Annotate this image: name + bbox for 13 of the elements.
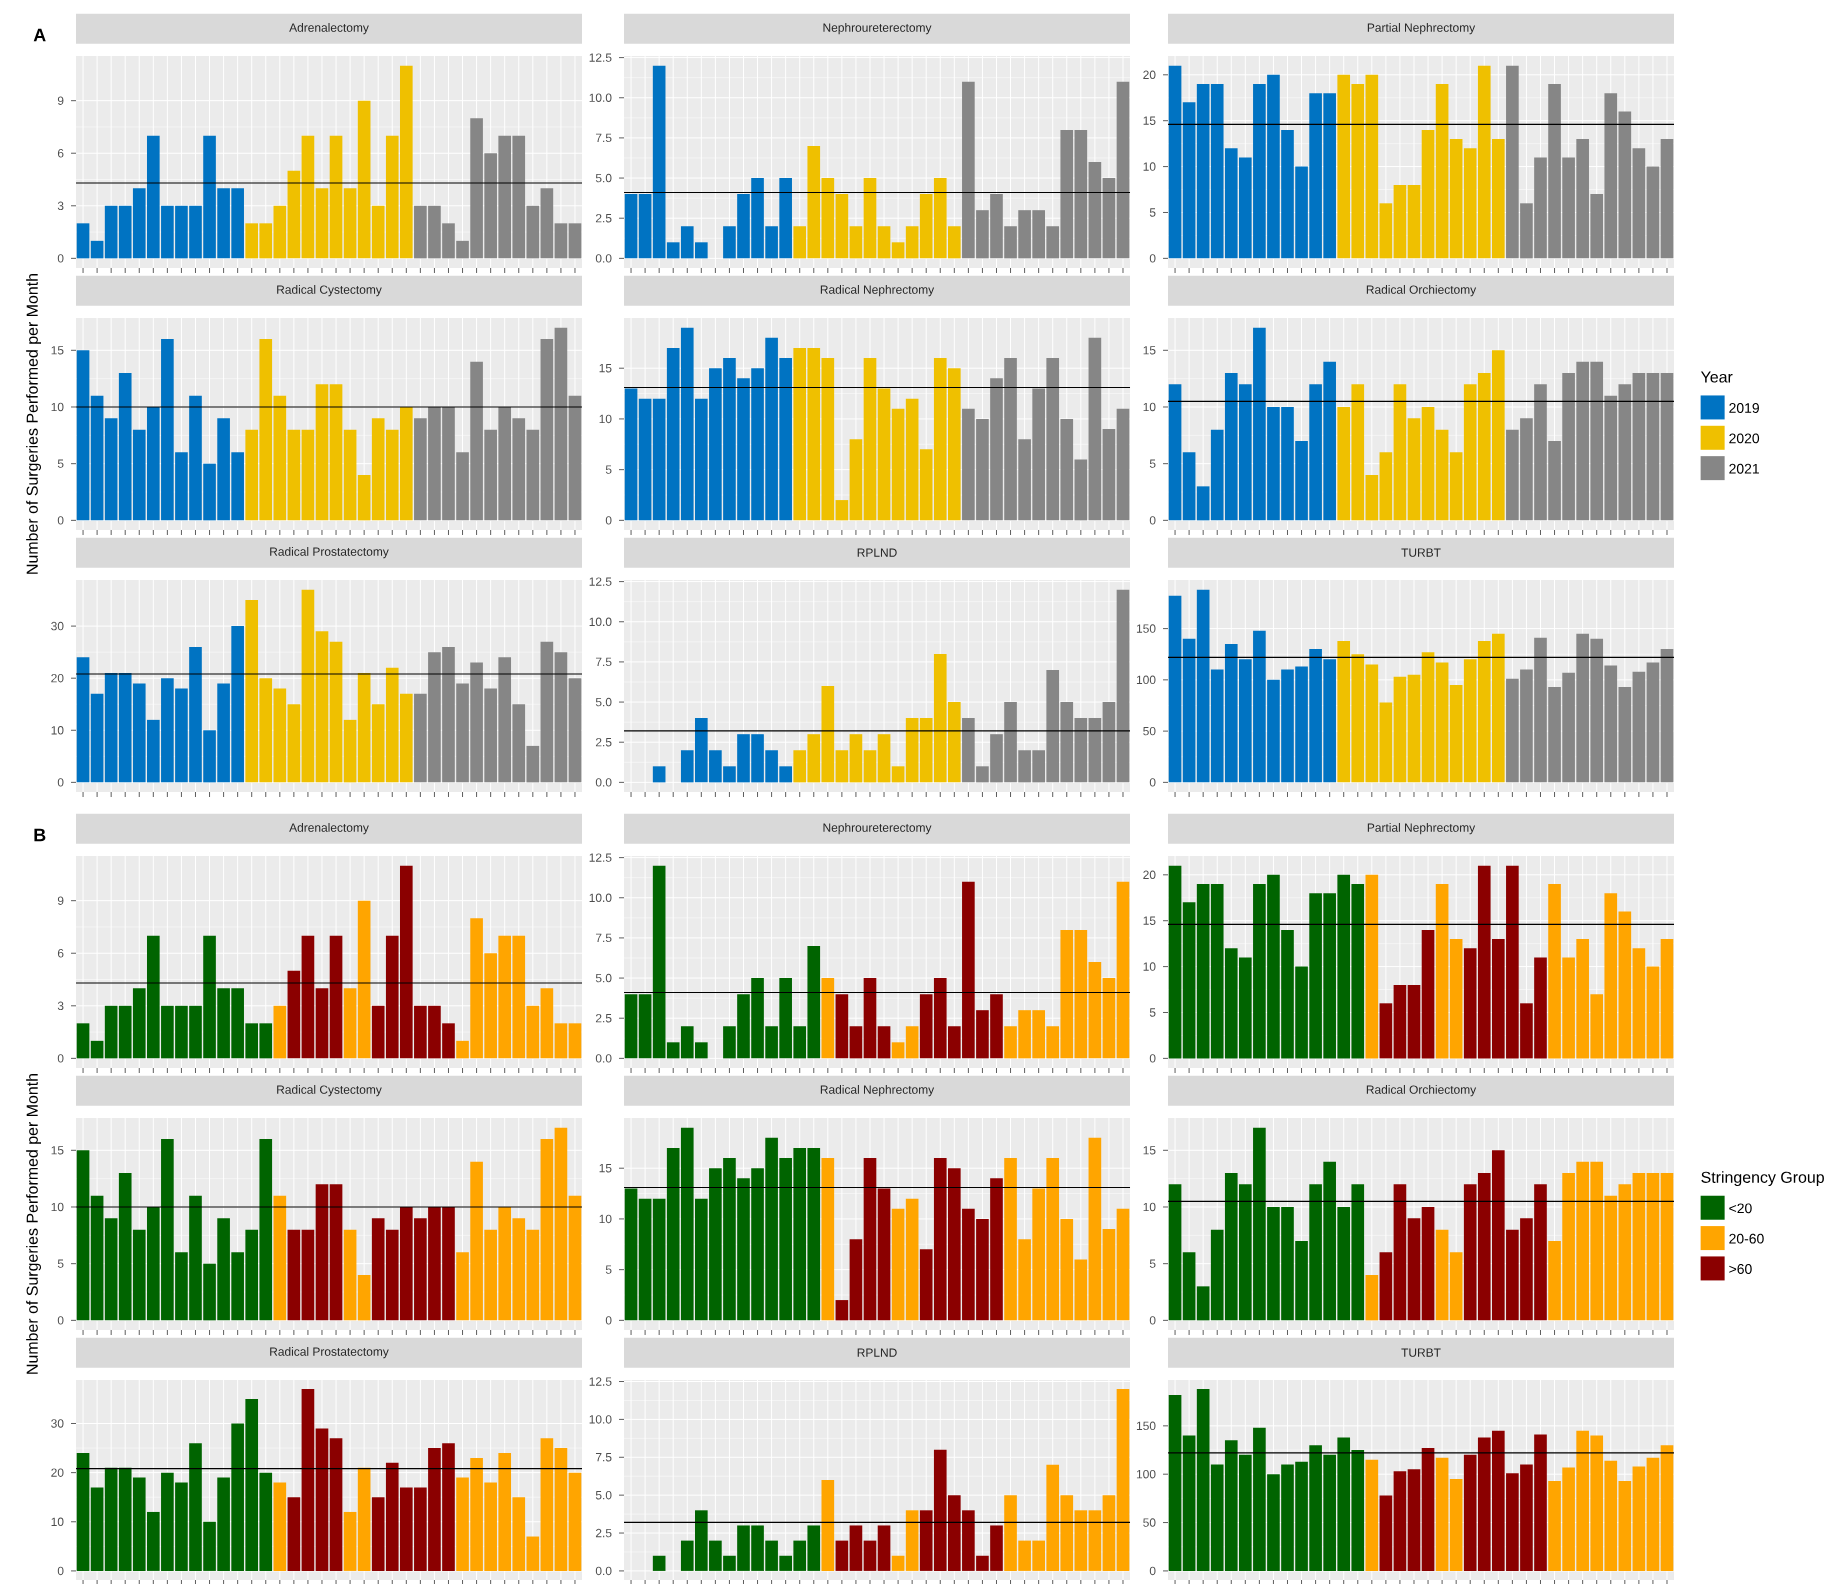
bar (273, 1005, 287, 1059)
bar (821, 1158, 835, 1321)
bar (273, 1195, 287, 1321)
bar (821, 1480, 835, 1571)
text: A (33, 28, 46, 42)
bar (652, 1555, 666, 1571)
bar (1365, 1459, 1379, 1571)
bar (273, 1482, 287, 1571)
bar (1365, 1275, 1379, 1321)
bar (821, 978, 835, 1059)
bar (1365, 874, 1379, 1059)
text: B (34, 828, 46, 842)
bar (652, 766, 666, 783)
